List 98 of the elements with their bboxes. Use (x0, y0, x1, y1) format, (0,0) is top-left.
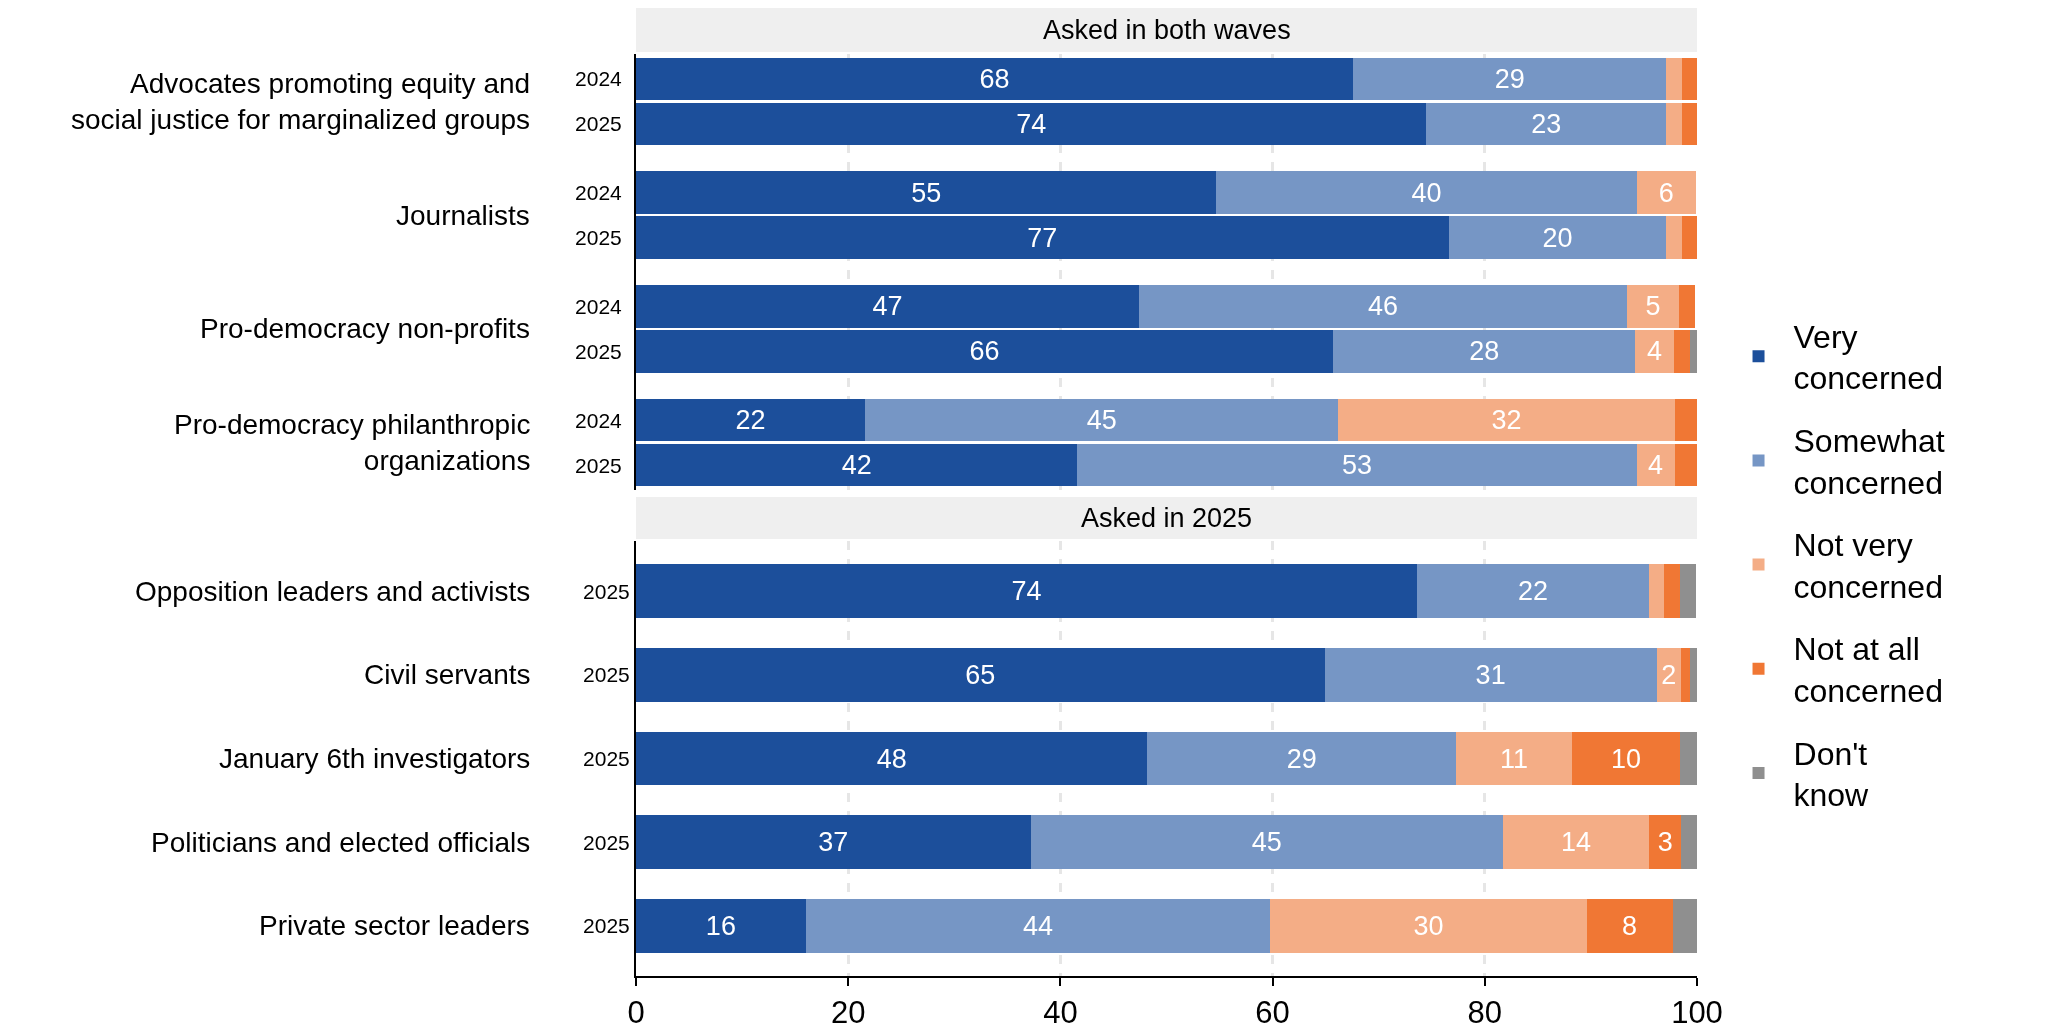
data-label: 45 (1251, 827, 1282, 858)
bar (1649, 564, 1665, 618)
x-tick-label: 0 (627, 995, 645, 1031)
data-label: 20 (1542, 222, 1573, 253)
data-label: 44 (1023, 910, 1054, 941)
bar (1681, 815, 1697, 869)
bar (1664, 564, 1681, 618)
data-label: 74 (1016, 108, 1047, 139)
data-label: 5 (1645, 291, 1661, 322)
data-label: 53 (1341, 450, 1372, 481)
y-tick-label: 2025 (583, 663, 630, 687)
data-label: 28 (1469, 336, 1500, 367)
bar (1147, 731, 1457, 786)
text: Journalists (396, 200, 530, 231)
bar (1586, 899, 1673, 953)
text: Private sector leaders (259, 910, 530, 941)
data-label: 32 (1491, 405, 1522, 436)
bar (1270, 899, 1587, 953)
y-tick-label: 2025 (575, 453, 622, 477)
y-tick-label: 2025 (575, 225, 622, 249)
data-label: 47 (872, 291, 903, 322)
data-label: 30 (1413, 910, 1444, 941)
bar (1680, 731, 1697, 786)
data-label: 23 (1531, 108, 1562, 139)
data-label: 4 (1648, 450, 1664, 481)
data-label: 55 (911, 177, 942, 208)
text: Politicians and elected officials (151, 827, 531, 858)
y-tick-label: 2025 (583, 830, 630, 854)
bar (636, 731, 1148, 786)
x-tick-label: 20 (830, 995, 866, 1031)
y-tick-label: 2025 (583, 914, 630, 938)
y-tick-label: 2025 (575, 112, 622, 136)
y-tick-label: 2024 (575, 294, 623, 318)
data-label: 68 (979, 63, 1010, 94)
x-tick-label: 100 (1671, 995, 1723, 1031)
data-label: 37 (818, 827, 849, 858)
bar (1656, 648, 1682, 702)
text: Pro-democracy philanthropic organizations (174, 409, 531, 477)
data-label: 14 (1561, 827, 1592, 858)
chart-title: Asked in both waves (1043, 15, 1291, 45)
data-label: 45 (1086, 405, 1117, 436)
data-label: 29 (1494, 63, 1525, 94)
y-tick-label: 2025 (583, 579, 630, 603)
bar (1571, 731, 1681, 786)
legend-label: Very concerned (1793, 318, 1943, 397)
y-tick-label: 2025 (583, 746, 630, 770)
data-label: 66 (969, 336, 1000, 367)
data-label: 31 (1475, 659, 1506, 690)
bar (1681, 648, 1690, 702)
y-tick-label: 2025 (575, 339, 622, 363)
bar (1680, 564, 1696, 618)
data-label: 48 (876, 743, 907, 774)
y-tick-label: 2024 (575, 180, 623, 204)
legend-label: Not very concerned (1793, 527, 1943, 605)
data-label: 65 (965, 659, 996, 690)
text: Advocates promoting equity and social justice for marginalized groups (71, 68, 531, 136)
bar (1030, 815, 1503, 869)
data-label: 8 (1622, 910, 1638, 941)
bar (636, 648, 1325, 702)
text: Civil servants (364, 659, 531, 690)
bar (1456, 731, 1572, 786)
data-label: 4 (1647, 336, 1663, 367)
data-label: 6 (1658, 177, 1674, 208)
bar (805, 899, 1271, 953)
data-label: 77 (1027, 222, 1058, 253)
bar (636, 899, 806, 953)
data-label: 29 (1286, 743, 1317, 774)
data-label: 11 (1499, 743, 1528, 774)
legend-label: Not at all concerned (1793, 631, 1943, 710)
x-tick-label: 80 (1467, 995, 1503, 1031)
data-label: 22 (1518, 576, 1549, 607)
bar (1689, 648, 1697, 702)
legend-label: Don't know (1793, 735, 1870, 814)
text: Pro-democracy non-profits (200, 313, 530, 344)
bar (1502, 815, 1650, 869)
legend-label: Somewhat concerned (1793, 423, 1945, 501)
bar (636, 815, 1031, 869)
data-label: 10 (1610, 743, 1641, 774)
text: January 6th investigators (219, 743, 531, 774)
bar (1324, 648, 1657, 702)
y-tick-label: 2024 (575, 67, 623, 91)
text: Opposition leaders and activists (135, 576, 531, 607)
data-label: 3 (1657, 827, 1673, 858)
x-tick-label: 60 (1255, 995, 1290, 1031)
bar (1649, 815, 1682, 869)
data-label: 46 (1367, 291, 1398, 322)
data-label: 42 (841, 450, 872, 481)
data-label: 22 (735, 405, 766, 436)
bar (1416, 564, 1650, 618)
y-tick-label: 2024 (575, 408, 623, 432)
data-label: 2 (1661, 659, 1677, 690)
bar (1672, 899, 1697, 953)
data-label: 40 (1411, 177, 1442, 208)
x-tick-label: 40 (1043, 995, 1078, 1031)
bar (636, 564, 1417, 618)
data-label: 74 (1011, 576, 1042, 607)
chart-title: Asked in 2025 (1081, 503, 1253, 533)
data-label: 16 (705, 910, 736, 941)
